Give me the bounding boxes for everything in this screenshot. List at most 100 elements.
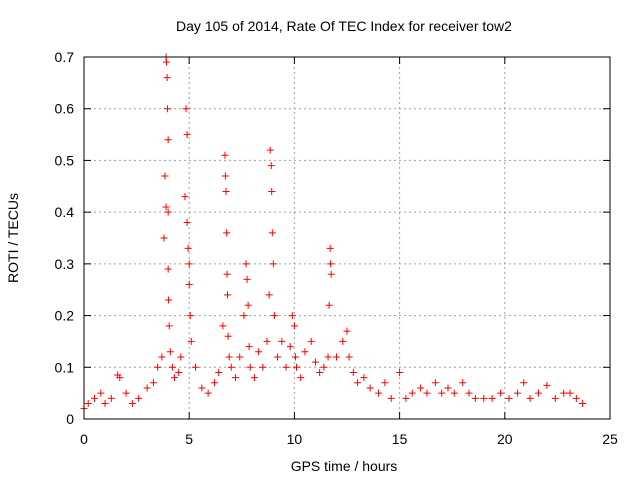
- data-point: [325, 301, 333, 309]
- data-point: [204, 389, 212, 397]
- y-tick-label: 0.4: [55, 204, 75, 220]
- y-tick-label: 0.6: [55, 101, 75, 117]
- data-point: [185, 260, 193, 268]
- data-point: [162, 203, 170, 211]
- data-point: [408, 389, 416, 397]
- data-point: [534, 389, 542, 397]
- data-point: [286, 343, 294, 351]
- data-point: [244, 301, 252, 309]
- data-point: [278, 337, 286, 345]
- data-point: [267, 162, 275, 170]
- y-tick-label: 0.7: [55, 49, 75, 65]
- data-point: [101, 399, 109, 407]
- data-point: [183, 131, 191, 139]
- data-point: [97, 389, 105, 397]
- data-point: [259, 363, 267, 371]
- data-point: [288, 312, 296, 320]
- data-point: [186, 312, 194, 320]
- data-point: [224, 332, 232, 340]
- data-point: [444, 384, 452, 392]
- data-point: [165, 296, 173, 304]
- data-point: [219, 322, 227, 330]
- data-point: [221, 172, 229, 180]
- data-point: [423, 389, 431, 397]
- data-point: [164, 265, 172, 273]
- data-point: [266, 146, 274, 154]
- data-point: [116, 374, 124, 382]
- data-point: [163, 74, 171, 82]
- y-tick-label: 0: [66, 411, 74, 427]
- y-axis-label: ROTI / TECUs: [5, 193, 21, 283]
- data-point: [293, 363, 301, 371]
- data-point: [431, 379, 439, 387]
- chart-title: Day 105 of 2014, Rate Of TEC Index for r…: [176, 18, 512, 34]
- data-point: [349, 368, 357, 376]
- data-point: [187, 337, 195, 345]
- data-point: [488, 394, 496, 402]
- data-point: [471, 394, 479, 402]
- data-point: [236, 353, 244, 361]
- data-point: [245, 343, 253, 351]
- data-point: [513, 389, 521, 397]
- data-point: [381, 379, 389, 387]
- data-point: [222, 187, 230, 195]
- y-tick-label: 0.5: [55, 152, 75, 168]
- data-point: [327, 270, 335, 278]
- y-tick-label: 0.1: [55, 359, 75, 375]
- data-point: [345, 353, 353, 361]
- data-point: [572, 394, 580, 402]
- data-point: [160, 234, 168, 242]
- data-point: [520, 379, 528, 387]
- data-point: [223, 291, 231, 299]
- data-point: [143, 384, 151, 392]
- data-point: [225, 353, 233, 361]
- data-point: [497, 389, 505, 397]
- data-point: [526, 394, 534, 402]
- data-point: [301, 348, 309, 356]
- data-point: [128, 399, 136, 407]
- data-point: [268, 229, 276, 237]
- data-point: [402, 394, 410, 402]
- data-point: [246, 363, 254, 371]
- data-point: [166, 348, 174, 356]
- data-point: [332, 353, 340, 361]
- data-point: [560, 389, 568, 397]
- x-tick-label: 10: [287, 431, 303, 447]
- x-axis-label: GPS time / hours: [291, 458, 398, 474]
- data-point: [297, 374, 305, 382]
- data-point: [255, 348, 263, 356]
- data-point: [192, 363, 200, 371]
- data-point: [375, 389, 383, 397]
- data-point: [181, 193, 189, 201]
- data-point: [450, 389, 458, 397]
- y-tick-label: 0.2: [55, 308, 75, 324]
- data-point: [387, 394, 395, 402]
- data-points: [80, 53, 587, 413]
- data-point: [543, 381, 551, 389]
- data-point: [154, 363, 162, 371]
- data-point: [360, 374, 368, 382]
- data-point: [579, 399, 587, 407]
- data-point: [265, 291, 273, 299]
- data-point: [210, 379, 218, 387]
- grid-lines: [84, 57, 610, 419]
- data-point: [227, 363, 235, 371]
- data-point: [343, 327, 351, 335]
- data-point: [339, 337, 347, 345]
- data-point: [168, 363, 176, 371]
- data-point: [242, 260, 250, 268]
- data-point: [438, 389, 446, 397]
- data-point: [324, 353, 332, 361]
- data-point: [165, 322, 173, 330]
- data-point: [327, 260, 335, 268]
- data-point: [221, 151, 229, 159]
- data-point: [316, 368, 324, 376]
- data-point: [250, 374, 258, 382]
- data-point: [307, 337, 315, 345]
- data-point: [240, 312, 248, 320]
- data-point: [185, 281, 193, 289]
- data-point: [198, 384, 206, 392]
- x-tick-label: 25: [602, 431, 618, 447]
